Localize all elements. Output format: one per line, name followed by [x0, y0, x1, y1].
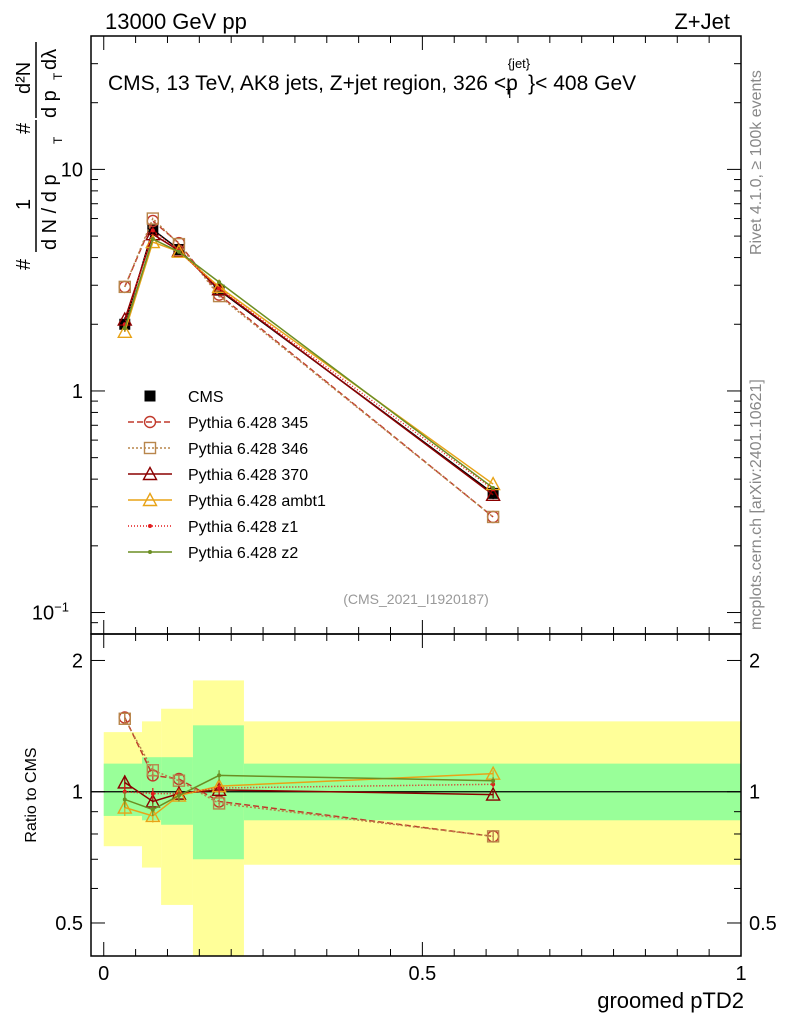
- ratio-point-1-0: [118, 712, 131, 725]
- side-label-mcplots: mcplots.cern.ch [arXiv:2401.10621]: [748, 379, 765, 630]
- ratio-y-tick-label-right-1: 1: [749, 782, 760, 804]
- side-label-rivet: Rivet 4.1.0, ≥ 100k events: [748, 70, 765, 255]
- ratio-y-tick-label-left-1: 1: [72, 782, 83, 804]
- ratio-point-2-4: [485, 786, 501, 801]
- main-point-2-1: [146, 212, 160, 225]
- ratio-point-1-3: [212, 797, 226, 810]
- legend-marker-6: [148, 550, 152, 554]
- legend-label-5: Pythia 6.428 z1: [188, 519, 298, 536]
- ratio-y-tick-label-left-0: 2: [72, 650, 83, 672]
- ratio-y-label: Ratio to CMS: [23, 747, 40, 842]
- legend-label-3: Pythia 6.428 370: [188, 467, 308, 484]
- ratio-point-1-4: [486, 830, 500, 843]
- legend-label-2: Pythia 6.428 346: [188, 441, 308, 458]
- x-tick-label-0: 0: [98, 963, 109, 985]
- ratio-point-4-3: [217, 785, 222, 790]
- ratio-panel-series: [117, 711, 501, 843]
- main-point-2-4: [486, 510, 500, 524]
- ylabel-dpT: d p: [39, 90, 61, 118]
- x-tick-label-1: 0.5: [408, 963, 436, 985]
- main-point-6-1: [150, 237, 155, 242]
- main-y-tick-label-1: 1: [72, 381, 83, 403]
- x-tick-label-2: 1: [735, 963, 746, 985]
- ratio-point-5-2: [176, 793, 181, 798]
- main-point-4-0: [117, 323, 133, 338]
- main-point-5-1: [150, 228, 155, 233]
- ratio-point-1-1: [146, 764, 160, 777]
- main-y-label: # 1 d N / d p T # d²N d p T dλ: [13, 42, 65, 270]
- main-point-5-3: [217, 286, 222, 291]
- ylabel-one: 1: [13, 199, 35, 210]
- main-point-3-4: [485, 486, 501, 501]
- legend-label-1: Pythia 6.428 345: [188, 415, 308, 432]
- main-panel-series: [117, 212, 501, 524]
- ratio-series-line-1: [124, 718, 494, 838]
- legend-label-6: Pythia 6.428 z2: [188, 545, 298, 562]
- ylabel-hash: #: [13, 258, 35, 270]
- legend-marker-2: [143, 441, 157, 455]
- main-point-6-2: [176, 249, 181, 254]
- main-series-line-4: [124, 241, 494, 485]
- chart-title-sub: T: [506, 86, 514, 101]
- main-point-6-3: [217, 280, 222, 285]
- main-y-tick-label-sup: −1: [54, 600, 69, 615]
- ratio-frame: [90, 633, 742, 957]
- ylabel-T2: T: [51, 72, 65, 80]
- legend-label-0: CMS: [188, 389, 224, 406]
- ylabel-hash2: #: [13, 122, 35, 134]
- main-point-0-4: [487, 487, 499, 499]
- ylabel-d2N: d²N: [13, 62, 35, 94]
- main-y-tick-label-base: 10: [32, 603, 54, 625]
- main-point-1-0: [118, 280, 131, 294]
- ylabel-dN: d N / d p: [39, 174, 61, 250]
- ratio-y-tick-label-right-0: 2: [749, 650, 760, 672]
- ratio-point-4-1: [150, 791, 155, 796]
- main-point-4-1: [145, 234, 161, 249]
- analysis-watermark: (CMS_2021_I1920187): [343, 591, 489, 607]
- ratio-point-3-0: [117, 799, 133, 814]
- legend: CMS Pythia 6.428 345 Pythia 6.428 346 Pythi…: [128, 389, 326, 562]
- legend-label-4: Pythia 6.428 ambt1: [188, 493, 326, 510]
- ratio-panel-bands: [91, 680, 742, 956]
- main-point-2-3: [212, 289, 226, 303]
- legend-marker-0: [144, 390, 156, 402]
- chart-title-end: }< 408 GeV: [528, 72, 636, 95]
- chart-title-sup: {jet}: [508, 56, 531, 71]
- main-point-4-3: [211, 278, 227, 294]
- ylabel-dl: dλ: [39, 49, 61, 70]
- main-point-4-2: [171, 243, 187, 258]
- ratio-panel-axes: 2 2 1 1 0.5 0.5 0 0.5 1: [55, 633, 777, 985]
- ratio-point-5-0: [122, 797, 127, 802]
- ratio-point-5-1: [150, 807, 155, 812]
- legend-marker-5: [148, 524, 152, 528]
- main-point-2-0: [118, 280, 131, 294]
- x-axis-label: groomed pTD2: [597, 988, 744, 1013]
- legend-marker-3: [142, 466, 158, 481]
- ratio-point-5-4: [491, 778, 496, 783]
- ratio-point-3-1: [145, 807, 161, 823]
- ratio-y-tick-label-right-2: 0.5: [749, 913, 777, 935]
- main-y-tick-label-2: 10−1: [32, 600, 69, 625]
- main-series-line-6: [124, 237, 494, 489]
- main-series-line-2: [124, 217, 494, 518]
- main-series-line-3: [124, 233, 494, 496]
- main-y-tick-label-0: 10: [61, 159, 83, 181]
- legend-marker-1: [143, 415, 157, 429]
- ylabel-T1: T: [51, 136, 65, 144]
- main-point-6-4: [491, 485, 496, 490]
- ratio-point-5-3: [217, 773, 222, 778]
- legend-marker-4: [142, 492, 158, 507]
- chart-title-main: CMS, 13 TeV, AK8 jets, Z+jet region, 326…: [108, 72, 518, 95]
- main-point-6-0: [122, 326, 127, 331]
- ratio-y-tick-label-left-2: 0.5: [55, 913, 83, 935]
- header-left: 13000 GeV pp: [105, 9, 247, 34]
- main-series-line-5: [124, 229, 494, 490]
- ratio-point-2-3: [211, 781, 227, 797]
- header-right: Z+Jet: [674, 9, 730, 34]
- chart-title: CMS, 13 TeV, AK8 jets, Z+jet region, 326…: [108, 56, 636, 101]
